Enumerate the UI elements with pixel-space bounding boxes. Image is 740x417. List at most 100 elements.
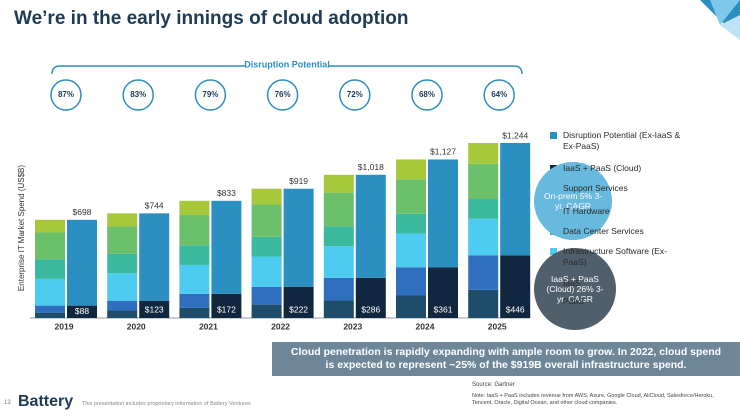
bar-segment (251, 256, 282, 287)
total-label: $1,018 (358, 162, 384, 172)
data-label: $123 (145, 304, 164, 314)
potential-circle (194, 79, 227, 111)
data-label: $286 (361, 304, 380, 314)
bar-segment (468, 218, 499, 256)
bar-segment (179, 200, 210, 216)
bar-segment (35, 312, 65, 318)
potential-label: 87% (58, 90, 74, 99)
legend-label: IaaS (563, 278, 581, 288)
bar-segment (323, 246, 354, 278)
decoration (710, 0, 740, 25)
bar-segment (428, 159, 458, 268)
bar-segment (179, 215, 210, 246)
bar-segment (67, 305, 97, 318)
potential-label: 83% (130, 90, 146, 99)
bar-segment (323, 226, 354, 247)
bar-segment (468, 163, 499, 199)
legend-swatch (550, 132, 557, 139)
x-tick-label: 2021 (199, 321, 218, 331)
x-tick-label: 2024 (416, 321, 435, 331)
bar-segment (323, 174, 354, 193)
y-axis-label: Enterprise IT Market Spend (US$B) (17, 165, 26, 291)
bar-segment (323, 277, 354, 301)
bar-segment (500, 255, 531, 318)
logo: Battery (18, 393, 74, 410)
x-tick-label: 2019 (55, 321, 74, 331)
note: Note: IaaS + PaaS includes revenue from … (472, 393, 714, 406)
callout: On-prem 5% 3-yr. CAGR (534, 162, 612, 240)
total-label: $833 (217, 188, 236, 198)
bar-segment (396, 179, 426, 214)
bracket-label: Disruption Potential (244, 59, 330, 69)
potential-label: 76% (275, 90, 291, 99)
bar-segment (468, 289, 499, 318)
x-tick-label: 2023 (343, 321, 362, 331)
total-label: $1,244 (502, 130, 528, 140)
data-label: $446 (506, 304, 525, 314)
potential-circle (122, 79, 154, 111)
bar-segment (179, 245, 210, 265)
bar-segment (396, 213, 426, 234)
bar-segment (251, 204, 282, 237)
legend-label: IaaS + PaaS (Cloud) (563, 163, 642, 173)
decoration (720, 15, 740, 40)
bar-segment (468, 143, 499, 164)
bar-segment (251, 304, 282, 318)
bar-segment (428, 267, 458, 318)
data-label: $172 (217, 304, 236, 314)
bar-segment (179, 307, 210, 318)
bar-segment (251, 188, 282, 205)
banner: Cloud penetration is rapidly expanding w… (272, 342, 740, 376)
x-tick-label: 2025 (488, 321, 507, 331)
bar-segment (139, 213, 170, 301)
data-label: $361 (434, 304, 453, 314)
page-number: 13 (4, 400, 11, 406)
legend-label: Disruption Potential (Ex-IaaS & Ex-PaaS) (563, 130, 681, 151)
bar-segment (355, 174, 386, 278)
x-tick-label: 2022 (271, 321, 290, 331)
bar-segment (107, 213, 138, 227)
bar-segment (211, 200, 242, 294)
data-label: $222 (289, 304, 308, 314)
bar-segment (179, 293, 210, 308)
legend-label: Data Center Services (563, 226, 644, 236)
bar-segment (107, 300, 138, 311)
bar-segment (107, 273, 138, 301)
bar-segment (107, 310, 138, 318)
bar-segment (323, 192, 354, 227)
potential-circle (50, 79, 82, 111)
bar-segment (283, 286, 314, 318)
bar-segment (500, 143, 531, 256)
source: Source: Gartner (472, 382, 515, 388)
bar-segment (251, 236, 282, 257)
potential-label: 72% (347, 90, 363, 99)
title: We’re in the early innings of cloud adop… (14, 8, 409, 29)
bar-segment (107, 253, 138, 274)
bar-segment (35, 232, 65, 260)
legend-label: Support Services (563, 183, 628, 193)
bar-segment (211, 293, 242, 318)
bar-segment (139, 300, 170, 318)
legend-swatch (550, 248, 557, 255)
bar-segment (396, 233, 426, 268)
legend-label: Infrastructure Software (Ex-PaaS) (563, 246, 667, 267)
bar-segment (396, 267, 426, 296)
bar-segment (179, 264, 210, 294)
disclaimer: This presentation includes proprietary i… (82, 401, 251, 407)
bar-segment (323, 300, 354, 318)
potential-circle (411, 79, 443, 111)
bar-segment (251, 286, 282, 305)
potential-label: 64% (491, 90, 507, 99)
bar-segment (283, 188, 314, 287)
bar-segment (67, 219, 97, 306)
potential-circle (483, 79, 515, 111)
bar-segment (35, 305, 65, 313)
bar-segment (396, 295, 426, 318)
total-label: $1,127 (430, 147, 456, 157)
callout: IaaS + PaaS (Cloud) 26% 3-yr. CAGR (534, 248, 616, 330)
bar-segment (35, 278, 65, 306)
bar-segment (468, 198, 499, 219)
legend-label: IT Hardware (563, 206, 610, 216)
data-label: $88 (75, 306, 89, 316)
